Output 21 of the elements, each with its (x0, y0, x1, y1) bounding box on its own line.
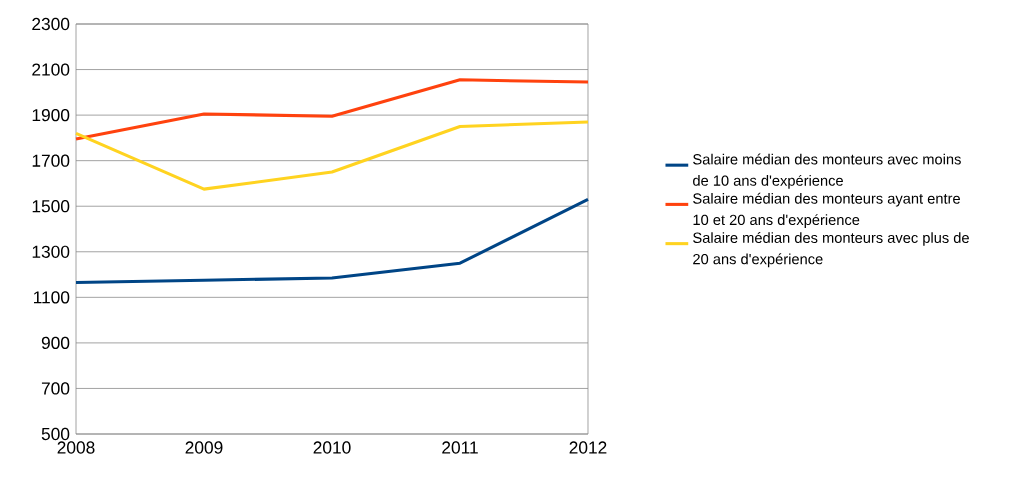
line-series (74, 120, 590, 191)
y-tick-label: 900 (41, 336, 70, 350)
x-tick-label: 2010 (313, 441, 351, 454)
y-tick-label: 1700 (32, 154, 70, 167)
line-series (74, 78, 590, 141)
y-tick-label: 500 (41, 427, 70, 441)
x-tick-label: 2011 (442, 441, 478, 454)
line-series (74, 197, 590, 285)
y-tick-label: 2300 (32, 17, 70, 31)
x-tick-label: 2009 (185, 441, 223, 454)
legend-label: Salaire médian des monteurs avec moins de 10 ans d'expérience (693, 153, 961, 189)
legend-label: Salaire médian des monteurs ayant entre 10 et 20 ans d'expérience (693, 192, 960, 228)
x-tick-label: 2012 (569, 441, 607, 454)
legend-label: Salaire médian des monteurs avec plus de 20 ans d'expérience (693, 232, 969, 268)
y-tick-label: 1100 (34, 291, 70, 304)
x-tick-label: 2008 (57, 441, 95, 454)
y-tick-label: 1300 (32, 245, 70, 258)
y-tick-label: 2100 (32, 63, 70, 76)
y-tick-label: 1900 (32, 108, 70, 122)
y-tick-label: 700 (41, 382, 70, 395)
y-tick-label: 1500 (32, 200, 70, 213)
